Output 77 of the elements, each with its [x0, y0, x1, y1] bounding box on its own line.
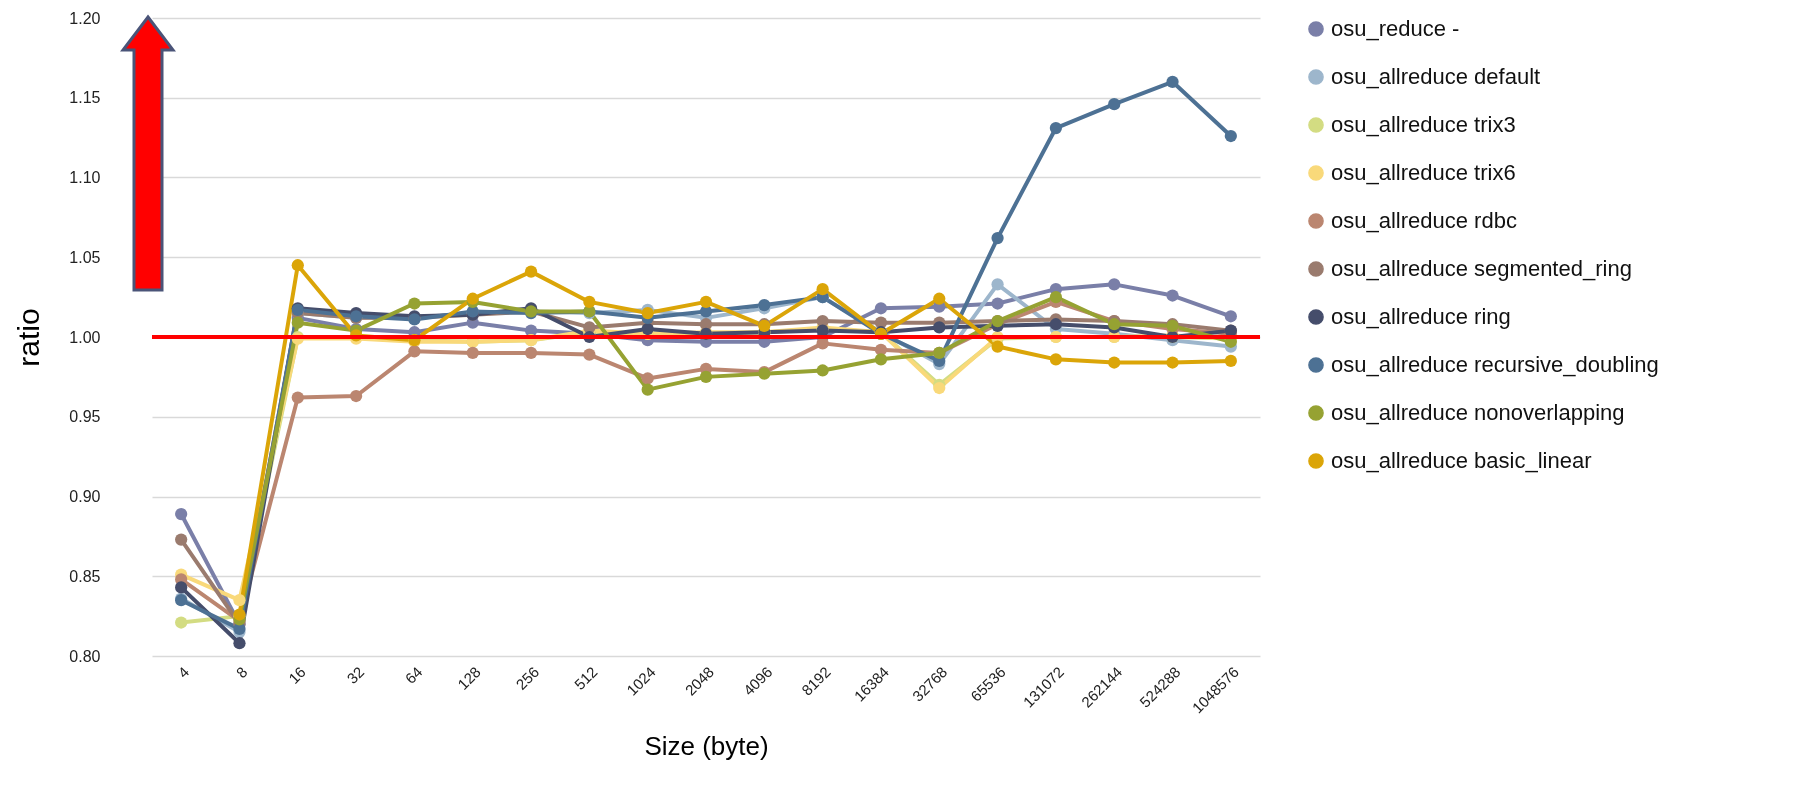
- point: [933, 292, 946, 305]
- point: [933, 381, 946, 395]
- point: [1224, 354, 1237, 368]
- x-tick-label: 64: [401, 663, 426, 687]
- y-tick-label: 0.90: [69, 488, 101, 505]
- y-tick-label: 1.20: [69, 9, 101, 27]
- point: [524, 265, 538, 278]
- point: [1224, 129, 1237, 143]
- point: [1049, 291, 1063, 304]
- legend-label: osu_allreduce trix3: [1331, 112, 1516, 137]
- legend-label: osu_allreduce ring: [1331, 304, 1511, 329]
- legend-label: osu_reduce -: [1331, 16, 1460, 41]
- point: [1166, 289, 1179, 302]
- legend-label: osu_allreduce segmented_ring: [1331, 256, 1632, 281]
- point: [641, 322, 654, 336]
- point: [408, 297, 421, 310]
- point: [583, 348, 596, 361]
- x-tick-label: 8: [232, 663, 251, 682]
- point: [874, 353, 888, 366]
- point: [699, 295, 713, 309]
- point: [1108, 98, 1121, 111]
- point: [991, 340, 1004, 353]
- x-tick-label: 16: [285, 663, 309, 687]
- point: [641, 372, 654, 385]
- y-tick-label: 1.15: [69, 89, 101, 107]
- point: [233, 637, 246, 650]
- point: [175, 533, 188, 546]
- point: [991, 232, 1004, 245]
- point: [816, 283, 829, 296]
- point: [291, 391, 304, 404]
- point: [816, 364, 829, 377]
- legend-label: osu_allreduce basic_linear: [1331, 448, 1592, 473]
- legend-label: osu_allreduce default: [1331, 64, 1541, 89]
- point: [933, 321, 946, 334]
- point: [874, 302, 888, 315]
- x-tick-label: 512: [570, 663, 601, 693]
- point: [641, 306, 654, 320]
- point: [175, 616, 188, 629]
- y-tick-label: 0.95: [69, 408, 101, 426]
- legend-label: osu_allreduce trix6: [1331, 160, 1516, 185]
- legend-label: osu_allreduce nonoverlapping: [1331, 400, 1625, 425]
- point: [466, 346, 479, 360]
- point: [1166, 356, 1179, 369]
- point: [758, 298, 771, 312]
- point: [291, 259, 304, 272]
- point: [991, 278, 1004, 291]
- y-tick-label: 0.80: [69, 647, 101, 665]
- point: [1049, 318, 1063, 331]
- legend-label: osu_allreduce recursive_doubling: [1331, 352, 1659, 377]
- legend-label: osu_allreduce rdbc: [1331, 208, 1517, 233]
- point: [349, 389, 363, 403]
- y-tick-label: 1.05: [69, 248, 101, 266]
- point: [175, 507, 188, 521]
- x-tick-label: 32: [343, 663, 368, 687]
- y-tick-label: 0.85: [69, 567, 101, 585]
- point: [1049, 353, 1063, 366]
- point: [524, 346, 538, 360]
- x-tick-label: 4: [174, 663, 193, 682]
- x-tick-label: 256: [512, 663, 543, 693]
- x-axis-title: Size (byte): [644, 731, 769, 762]
- point: [991, 297, 1004, 310]
- y-tick-label: 1.10: [69, 169, 101, 186]
- point: [233, 594, 246, 607]
- point: [1108, 278, 1121, 291]
- point: [1049, 121, 1063, 135]
- point: [408, 345, 421, 358]
- point: [641, 383, 654, 396]
- point: [583, 295, 596, 309]
- point: [1166, 75, 1179, 88]
- point: [175, 581, 188, 594]
- point: [291, 316, 304, 329]
- y-axis-title: ratio: [12, 308, 46, 367]
- point: [1224, 310, 1237, 323]
- y-tick-label: 1.00: [69, 328, 101, 346]
- point: [699, 370, 713, 383]
- point: [1108, 356, 1121, 369]
- x-tick-label: 128: [454, 663, 484, 693]
